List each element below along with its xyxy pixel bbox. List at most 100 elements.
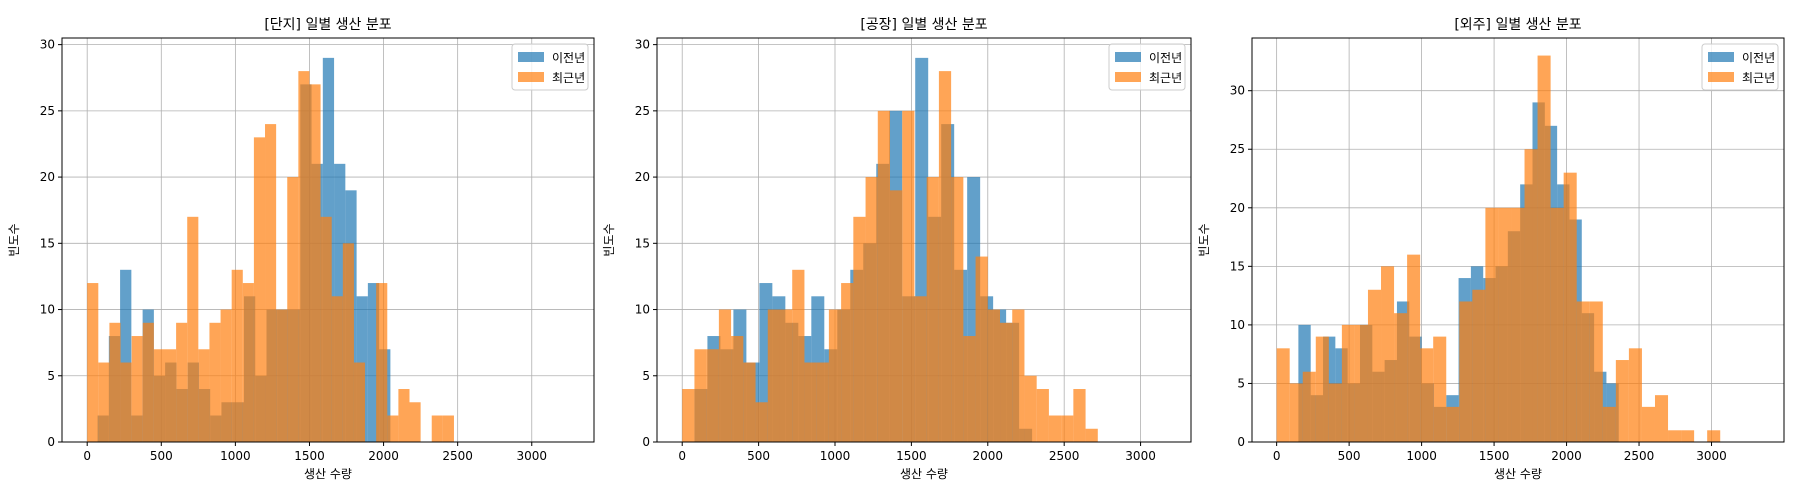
x-axis-label: 생산 수량: [900, 467, 948, 481]
histogram-bar: [841, 283, 854, 442]
y-tick-label: 5: [47, 369, 55, 383]
series-2-bars: [682, 71, 1098, 443]
y-tick-label: 10: [40, 303, 55, 317]
histogram-bar: [231, 269, 243, 442]
histogram-bar: [890, 190, 903, 442]
histogram-panel-1: 0 500 1000 1500 2000 2500 3000 0 5 10 15 20 25 30 [단지]…: [7, 17, 595, 481]
histogram-bar: [398, 389, 410, 442]
x-tick-label: 2000: [368, 449, 399, 463]
histogram-bar: [265, 124, 277, 442]
histogram-bar: [331, 296, 343, 442]
histogram-bar: [387, 415, 399, 442]
histogram-bar: [131, 336, 143, 442]
x-tick-label: 1500: [1479, 449, 1510, 463]
y-tick-label: 10: [635, 303, 650, 317]
x-tick-label: 0: [83, 449, 91, 463]
x-tick-label: 3000: [1125, 449, 1156, 463]
legend-label: 이전년: [552, 51, 585, 65]
histogram-bar: [694, 349, 707, 442]
histogram-bar: [409, 402, 421, 442]
histogram-bar: [865, 177, 878, 442]
histogram-bar: [220, 309, 232, 442]
histogram-bar: [1602, 406, 1616, 442]
y-tick-label: 0: [47, 435, 55, 449]
y-tick-label: 0: [1237, 435, 1245, 449]
histogram-bar: [1668, 430, 1682, 442]
histogram-bar: [1628, 348, 1642, 442]
x-tick-label: 3000: [516, 449, 547, 463]
histogram-bar: [938, 71, 952, 443]
y-tick-label: 20: [635, 170, 650, 184]
histogram-bar: [1302, 371, 1316, 442]
histogram-bar: [1576, 301, 1590, 442]
histogram-bar: [242, 283, 254, 442]
histogram-bar: [1589, 301, 1603, 442]
histogram-bar: [253, 137, 266, 442]
histogram-bar: [1537, 55, 1551, 442]
histogram-bar: [1341, 324, 1355, 442]
histogram-bar: [951, 177, 964, 442]
y-tick-label: 10: [1230, 318, 1245, 332]
histogram-bar: [1511, 207, 1525, 442]
histogram-bar: [87, 283, 99, 442]
y-axis-label: 빈도수: [602, 223, 616, 256]
x-tick-label: 0: [1273, 449, 1281, 463]
histogram-bar: [682, 389, 695, 442]
histogram-bar: [1472, 289, 1486, 442]
x-tick-label: 500: [1338, 449, 1361, 463]
legend-label: 이전년: [1149, 51, 1182, 65]
histogram-bar: [718, 309, 732, 442]
legend-label: 이전년: [1742, 51, 1775, 65]
histogram-bar: [1276, 348, 1290, 442]
histogram-bar: [853, 216, 866, 442]
histogram-bar: [779, 309, 793, 442]
histogram-bar: [1073, 389, 1086, 442]
histogram-bar: [1563, 172, 1577, 442]
histogram-bar: [975, 256, 988, 442]
x-axis-label: 생산 수량: [1494, 467, 1542, 481]
histogram-bar: [176, 322, 188, 442]
histogram-bar: [743, 362, 756, 442]
histogram-bar: [1707, 430, 1721, 442]
x-tick-label: 3000: [1696, 449, 1727, 463]
histogram-bar: [926, 177, 939, 442]
histogram-bar: [792, 269, 805, 442]
histogram-bar: [142, 322, 154, 442]
y-tick-label: 20: [1230, 201, 1245, 215]
histogram-bar: [1328, 383, 1342, 442]
x-tick-label: 2500: [1624, 449, 1655, 463]
histogram-bar: [902, 110, 915, 442]
histogram-bar: [1407, 254, 1421, 442]
histogram-bar: [816, 362, 829, 442]
histogram-bar: [1367, 289, 1382, 442]
histogram-bar: [1524, 149, 1538, 442]
histogram-panel-3: 0 500 1000 1500 2000 2500 3000 0 5 10 15 20 25 30 [외주]…: [1197, 17, 1785, 481]
x-tick-label: 1000: [220, 449, 251, 463]
legend-label: 최근년: [552, 71, 585, 85]
histogram-bar: [342, 243, 354, 442]
histogram-bar: [828, 309, 842, 442]
histogram-bar: [767, 309, 780, 442]
histogram-bar: [1394, 313, 1408, 442]
histogram-bar: [1048, 415, 1062, 442]
x-tick-label: 1500: [294, 449, 325, 463]
histogram-bar: [120, 269, 132, 442]
histogram-bar: [209, 322, 221, 442]
histogram-bar: [367, 283, 380, 442]
legend-label: 최근년: [1742, 71, 1775, 85]
y-axis-label: 빈도수: [1197, 223, 1211, 256]
y-tick-label: 25: [635, 104, 650, 118]
histogram-bar: [376, 283, 388, 442]
histogram-bar: [187, 216, 199, 442]
histogram-bar: [963, 336, 976, 442]
histogram-bar: [320, 216, 332, 442]
x-tick-label: 2000: [973, 449, 1004, 463]
histogram-bar: [755, 402, 768, 442]
histogram-bar: [153, 349, 165, 442]
histogram-bar: [1061, 415, 1074, 442]
histogram-bar: [987, 309, 1001, 442]
series-2-bars: [87, 71, 454, 443]
